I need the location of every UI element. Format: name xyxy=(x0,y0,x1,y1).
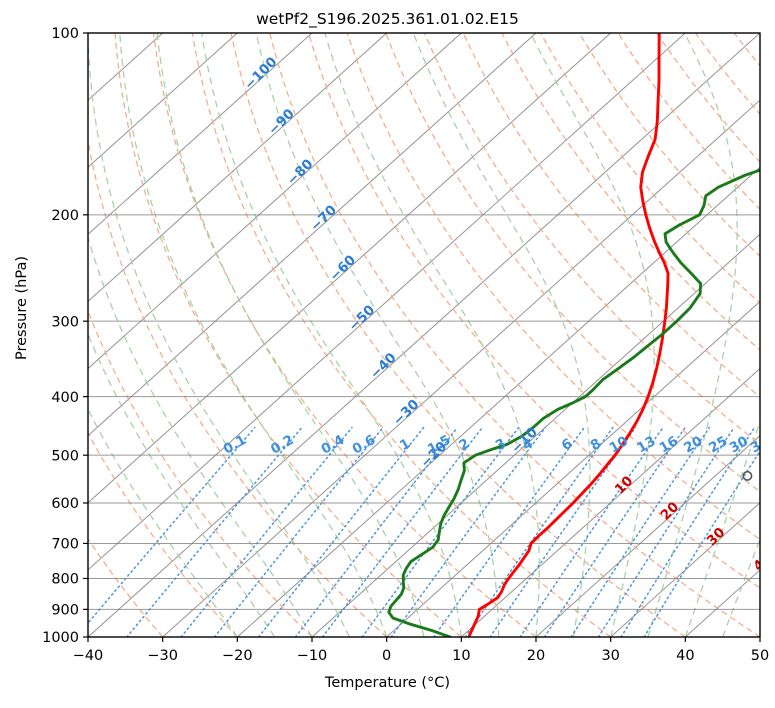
moist-adiabat-line xyxy=(647,33,738,637)
dry-adiabat-line xyxy=(88,137,388,637)
mixing-ratio-line xyxy=(543,426,686,637)
mixing-ratio-line xyxy=(213,426,384,637)
dry-adiabat-line xyxy=(153,33,537,637)
y-axis-label: Pressure (hPa) xyxy=(14,256,30,361)
y-tick-label: 900 xyxy=(51,603,79,619)
axis-group: −40 −30 −20 −10 0 10 20 30 40 50 1000 900 800 700 600 5… xyxy=(42,26,769,664)
y-tick-label: 400 xyxy=(51,390,79,406)
mixing-ratio-line xyxy=(321,426,484,637)
isotherm-line xyxy=(88,33,760,637)
isotherm-line xyxy=(535,434,760,637)
isotherm-line xyxy=(88,33,388,303)
isotherm-line xyxy=(386,300,760,637)
y-tick-label: 300 xyxy=(51,314,79,330)
isotherm-line xyxy=(236,166,760,637)
mixing-ratio-line xyxy=(570,426,711,637)
x-axis-label: Temperature (°C) xyxy=(324,675,451,691)
x-tick-label: 0 xyxy=(382,648,391,664)
mixing-ratio-line xyxy=(620,426,756,637)
x-tick-label: 10 xyxy=(452,648,470,664)
dry-adiabat-line xyxy=(88,537,164,637)
markers-group xyxy=(742,470,753,481)
temperature-profile-line xyxy=(467,33,670,637)
moist-adiabat-line xyxy=(88,235,313,637)
isotherm-line xyxy=(311,233,760,637)
dry-adiabat-line xyxy=(269,33,760,637)
x-tick-label: 40 xyxy=(676,648,694,664)
dry-adiabat-line xyxy=(114,33,462,637)
moist-adiabat-line xyxy=(759,635,760,637)
dry-adiabat-line xyxy=(501,33,760,351)
moist-adiabat-line xyxy=(324,33,540,637)
page-title: wetPf2_S196.2025.361.01.02.E15 xyxy=(256,10,519,28)
moist-adiabat-line xyxy=(119,33,388,637)
x-tick-label: −10 xyxy=(297,648,328,664)
isotherm-line xyxy=(88,33,686,571)
moist-adiabat-line xyxy=(201,33,462,637)
dry-adiabat-line xyxy=(462,33,760,398)
isotherm-line xyxy=(460,367,760,637)
y-tick-label: 100 xyxy=(51,26,79,42)
mixing-ratio-line xyxy=(258,426,425,637)
mixing-ratio-line xyxy=(126,426,303,637)
y-tick-label: 800 xyxy=(51,572,79,588)
mixing-ratio-line xyxy=(597,426,735,637)
isotherm-line xyxy=(88,33,238,168)
moist-adiabat-line xyxy=(412,33,591,637)
mixing-ratio-line xyxy=(464,426,614,637)
dewpoint-profile-line xyxy=(387,168,760,637)
x-tick-label: −30 xyxy=(147,648,178,664)
x-tick-label: 30 xyxy=(601,648,619,664)
dry-adiabat-line xyxy=(0,33,13,637)
mixing-ratio-line xyxy=(433,426,585,637)
moist-adiabat-line xyxy=(255,33,500,637)
isotherm-label-warm: 40 xyxy=(750,550,775,575)
mixing-ratio-line xyxy=(489,426,637,637)
dry-adiabat-line xyxy=(540,33,760,304)
y-tick-label: 500 xyxy=(51,448,79,464)
mixing-ratio-line xyxy=(519,426,664,637)
dry-adiabat-line xyxy=(307,33,760,589)
isotherm-line xyxy=(162,99,760,637)
y-tick-label: 1000 xyxy=(42,630,79,646)
isotherm-line xyxy=(759,636,760,637)
x-tick-label: 20 xyxy=(527,648,545,664)
moist-adiabat-line xyxy=(88,407,238,637)
profile-curves xyxy=(387,33,760,637)
isotherm-line xyxy=(88,33,462,370)
x-tick-label: −40 xyxy=(73,648,104,664)
x-tick-label: −20 xyxy=(222,648,253,664)
plot-border xyxy=(87,32,761,638)
isotherm-line xyxy=(88,33,313,236)
x-tick-label: 50 xyxy=(751,648,769,664)
y-tick-label: 600 xyxy=(51,496,79,512)
lcl-marker xyxy=(742,470,753,481)
background-gridlines xyxy=(0,33,760,637)
isotherm-line xyxy=(610,502,760,637)
y-tick-label: 200 xyxy=(51,208,79,224)
mixing-ratio-line xyxy=(390,426,547,637)
moist-adiabat-line xyxy=(88,33,350,637)
dry-adiabat-line xyxy=(230,33,686,637)
y-tick-label: 700 xyxy=(51,537,79,553)
moist-adiabat-line xyxy=(156,33,425,637)
isotherm-line xyxy=(0,33,13,637)
mixing-ratio-line xyxy=(88,426,256,625)
isotherm-line xyxy=(88,33,537,437)
moist-adiabat-line xyxy=(530,33,655,637)
moist-adiabat-line xyxy=(88,332,276,637)
isotherm-line xyxy=(88,33,612,504)
mixing-ratio-line xyxy=(294,426,459,637)
